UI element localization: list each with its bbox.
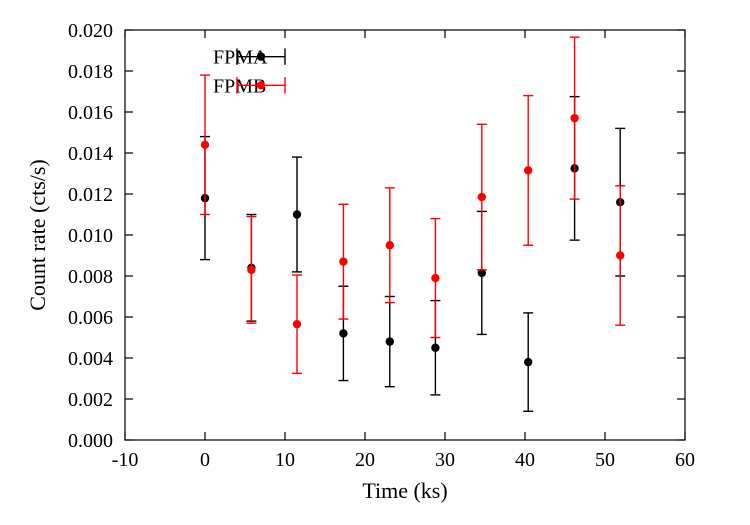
y-tick-label: 0.020 <box>68 20 113 42</box>
data-point <box>478 193 486 201</box>
data-point <box>431 344 439 352</box>
y-tick-label: 0.000 <box>68 430 113 452</box>
y-tick-label: 0.002 <box>68 389 113 411</box>
data-point <box>201 141 209 149</box>
x-tick-label: 10 <box>275 449 295 471</box>
chart-container: -10 0 10 20 30 40 50 60 0.000 0.002 0.004 0.006 0.00… <box>0 0 750 525</box>
y-tick-label: 0.012 <box>68 184 113 206</box>
legend-sample-marker <box>257 81 265 89</box>
data-point <box>524 358 532 366</box>
data-point <box>431 274 439 282</box>
x-tick-label: 20 <box>355 449 375 471</box>
legend-sample-marker <box>257 52 265 60</box>
y-tick-label: 0.006 <box>68 307 113 329</box>
y-tick-label: 0.016 <box>68 102 113 124</box>
x-tick-label: 0 <box>200 449 210 471</box>
data-point <box>339 329 347 337</box>
x-axis-label: Time (ks) <box>362 478 447 503</box>
data-point <box>293 210 301 218</box>
x-tick-label: 30 <box>435 449 455 471</box>
x-tick-label: 50 <box>595 449 615 471</box>
data-point <box>293 320 301 328</box>
y-axis-label: Count rate (cts/s) <box>25 159 50 311</box>
data-point <box>339 257 347 265</box>
x-tick-label: 40 <box>515 449 535 471</box>
data-point <box>386 241 394 249</box>
x-tick-label: -10 <box>112 449 139 471</box>
count-rate-chart: -10 0 10 20 30 40 50 60 0.000 0.002 0.004 0.006 0.00… <box>0 0 750 525</box>
y-tick-label: 0.010 <box>68 225 113 247</box>
data-point <box>247 266 255 274</box>
y-tick-label: 0.014 <box>68 143 113 165</box>
y-tick-label: 0.008 <box>68 266 113 288</box>
y-tick-label: 0.018 <box>68 61 113 83</box>
data-point <box>570 114 578 122</box>
y-tick-label: 0.004 <box>68 348 113 370</box>
data-point <box>616 251 624 259</box>
x-tick-label: 60 <box>675 449 695 471</box>
data-point <box>524 166 532 174</box>
data-point <box>386 337 394 345</box>
